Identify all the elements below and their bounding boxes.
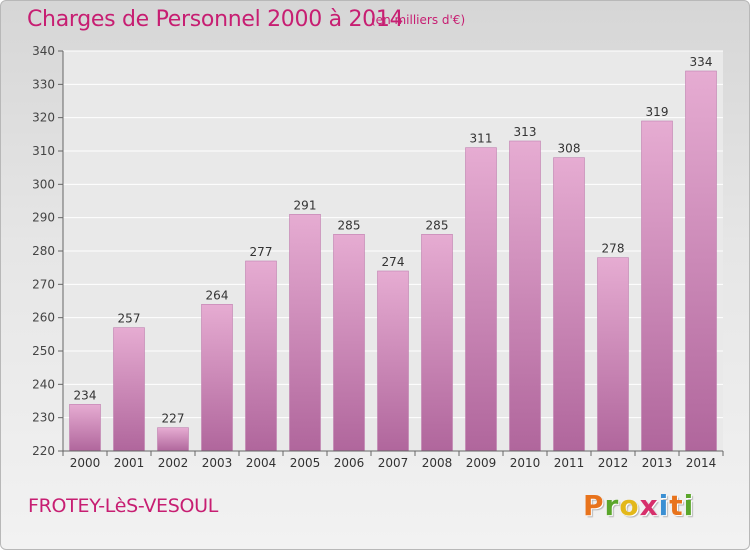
- x-tick-label: 2011: [554, 456, 585, 470]
- x-tick-label: 2009: [466, 456, 497, 470]
- x-tick-label: 2005: [290, 456, 321, 470]
- y-tick-label: 310: [32, 144, 55, 158]
- y-tick-label: 240: [32, 377, 55, 391]
- proxiti-logo: Proxiti: [583, 489, 694, 522]
- bar-value-label: 285: [338, 218, 361, 232]
- x-tick-label: 2000: [70, 456, 101, 470]
- bar-value-label: 278: [602, 242, 625, 256]
- bar-value-label: 277: [250, 245, 273, 259]
- bar: [641, 120, 673, 452]
- commune-name: FROTEY-LèS-VESOUL: [28, 495, 219, 517]
- logo-letter: i: [658, 489, 670, 522]
- bar: [333, 234, 365, 452]
- bar-value-label: 319: [646, 105, 669, 119]
- y-tick-label: 290: [32, 211, 55, 225]
- bar-value-label: 308: [558, 142, 581, 156]
- x-tick-label: 2004: [246, 456, 277, 470]
- bar: [201, 304, 233, 452]
- bar: [685, 70, 717, 452]
- y-tick-label: 320: [32, 111, 55, 125]
- bar: [421, 234, 453, 452]
- bar: [289, 214, 321, 452]
- bar: [465, 147, 497, 452]
- bar-value-label: 334: [690, 55, 713, 69]
- bar: [113, 327, 145, 452]
- x-tick-label: 2008: [422, 456, 453, 470]
- bar-value-label: 234: [74, 388, 97, 402]
- bar: [245, 260, 277, 452]
- y-tick-label: 250: [32, 344, 55, 358]
- y-tick-label: 270: [32, 277, 55, 291]
- bar-value-label: 311: [470, 132, 493, 146]
- x-tick-label: 2001: [114, 456, 145, 470]
- x-tick-label: 2012: [598, 456, 629, 470]
- y-tick-label: 340: [32, 44, 55, 58]
- chart-subtitle: (en milliers d'€): [371, 13, 466, 27]
- bar-value-label: 257: [118, 312, 141, 326]
- logo-letter: x: [639, 489, 659, 522]
- logo-letter: o: [619, 489, 640, 522]
- bar: [597, 257, 629, 452]
- x-tick-label: 2006: [334, 456, 365, 470]
- bar-value-label: 285: [426, 218, 449, 232]
- bar: [377, 270, 409, 452]
- bar: [553, 157, 585, 452]
- x-tick-label: 2013: [642, 456, 673, 470]
- x-tick-label: 2002: [158, 456, 189, 470]
- logo-letter: i: [683, 489, 695, 522]
- y-tick-label: 220: [32, 444, 55, 458]
- y-tick-label: 260: [32, 311, 55, 325]
- bar-value-label: 274: [382, 255, 405, 269]
- y-tick-label: 280: [32, 244, 55, 258]
- bar: [69, 404, 101, 452]
- bar-value-label: 313: [514, 125, 537, 139]
- x-tick-label: 2007: [378, 456, 409, 470]
- logo-letter: P: [583, 489, 605, 522]
- bar-value-label: 264: [206, 288, 229, 302]
- y-tick-label: 230: [32, 411, 55, 425]
- axes: 220 230 240 250 260 270 280 290 300 310 320 330 340 2…: [32, 44, 724, 470]
- y-tick-label: 300: [32, 177, 55, 191]
- logo-letter: r: [604, 489, 620, 522]
- bar-value-label: 291: [294, 198, 317, 212]
- bar-value-label: 227: [162, 412, 185, 426]
- x-tick-label: 2014: [686, 456, 717, 470]
- logo-letter: t: [669, 489, 684, 522]
- bar: [157, 427, 189, 452]
- bar: [509, 140, 541, 452]
- y-tick-label: 330: [32, 77, 55, 91]
- x-tick-label: 2010: [510, 456, 541, 470]
- x-tick-label: 2003: [202, 456, 233, 470]
- chart-title: Charges de Personnel 2000 à 2014: [27, 7, 404, 32]
- bars: 234 257 227 264 277 291 285 274 285 311 313 308 278 3…: [69, 55, 717, 452]
